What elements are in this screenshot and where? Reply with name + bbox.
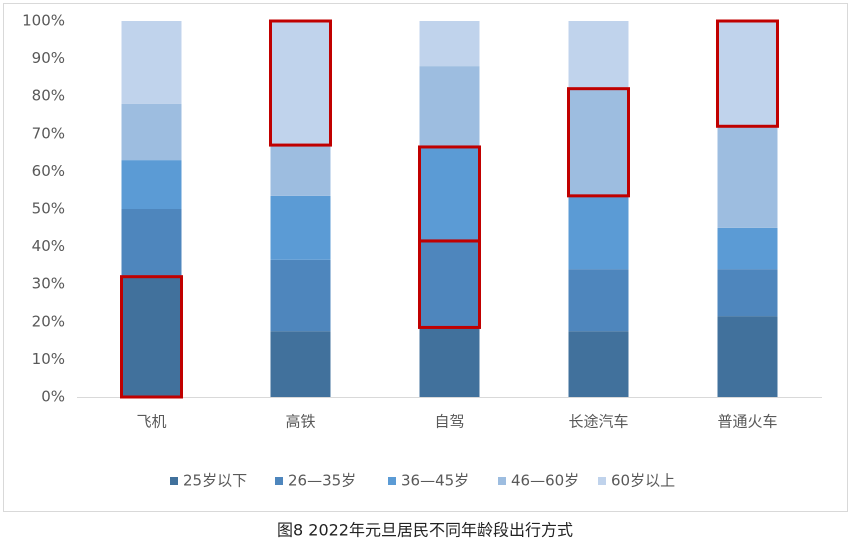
legend-label: 36—45岁	[401, 472, 469, 490]
bar-segment	[419, 66, 480, 147]
highlight-box	[716, 19, 779, 128]
bar-segment	[121, 209, 182, 277]
legend-label: 25岁以下	[183, 472, 247, 490]
bar-segment	[419, 21, 480, 67]
bar-segment	[717, 21, 778, 127]
legend-label: 46—60岁	[511, 472, 579, 490]
bar-segment	[568, 88, 629, 196]
legend-swatch	[388, 477, 396, 485]
bar-segment	[121, 103, 182, 161]
highlight-box	[269, 19, 332, 147]
bar-segment	[568, 195, 629, 270]
bar-segment	[121, 21, 182, 104]
y-tick-label: 60%	[32, 162, 65, 180]
y-tick-label: 30%	[32, 275, 65, 293]
bar-segment	[270, 145, 331, 196]
y-tick-label: 100%	[22, 12, 65, 30]
bar-segment	[270, 331, 331, 397]
legend-swatch	[598, 477, 606, 485]
chart-title: 图8 2022年元旦居民不同年龄段出行方式	[277, 521, 573, 540]
bar-segment	[121, 276, 182, 397]
bar-segment	[270, 195, 331, 260]
bar-segment	[717, 227, 778, 270]
highlight-box	[567, 87, 630, 198]
bar-segment	[568, 331, 629, 397]
highlight-box	[418, 145, 481, 243]
bar-segment	[717, 269, 778, 317]
x-tick-label: 普通火车	[717, 413, 777, 431]
legend-swatch	[498, 477, 506, 485]
legend-label: 60岁以上	[611, 472, 675, 490]
legend-swatch	[275, 477, 283, 485]
y-tick-label: 10%	[32, 350, 65, 368]
highlight-box	[120, 275, 183, 399]
bar-segment	[568, 21, 629, 89]
y-tick-label: 90%	[32, 49, 65, 67]
bar-segment	[270, 259, 331, 332]
y-tick-label: 50%	[32, 200, 65, 218]
bar-segment	[121, 160, 182, 209]
bar-segment	[419, 146, 480, 241]
x-tick-label: 自驾	[434, 413, 464, 431]
y-tick-label: 40%	[32, 237, 65, 255]
bar-segment	[419, 240, 480, 328]
y-tick-label: 20%	[32, 312, 65, 330]
legend-label: 26—35岁	[288, 472, 356, 490]
x-tick-label: 飞机	[136, 413, 166, 431]
bar-segment	[568, 269, 629, 332]
y-tick-label: 80%	[32, 87, 65, 105]
legend-swatch	[170, 477, 178, 485]
x-tick-label: 长途汽车	[568, 413, 628, 431]
x-tick-label: 高铁	[285, 413, 315, 431]
bar-segment	[419, 327, 480, 397]
y-tick-label: 0%	[41, 388, 65, 406]
bar-segment	[717, 126, 778, 228]
y-tick-label: 70%	[32, 124, 65, 142]
bar-segment	[270, 21, 331, 146]
bar-segment	[717, 316, 778, 397]
